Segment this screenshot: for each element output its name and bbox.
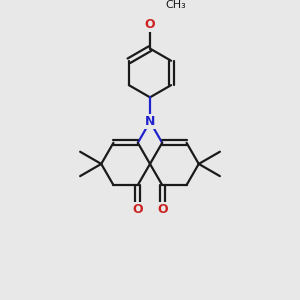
Text: O: O [133, 203, 143, 216]
Text: O: O [145, 18, 155, 31]
Text: N: N [145, 115, 155, 128]
Text: O: O [157, 203, 167, 216]
Text: CH₃: CH₃ [166, 0, 187, 10]
